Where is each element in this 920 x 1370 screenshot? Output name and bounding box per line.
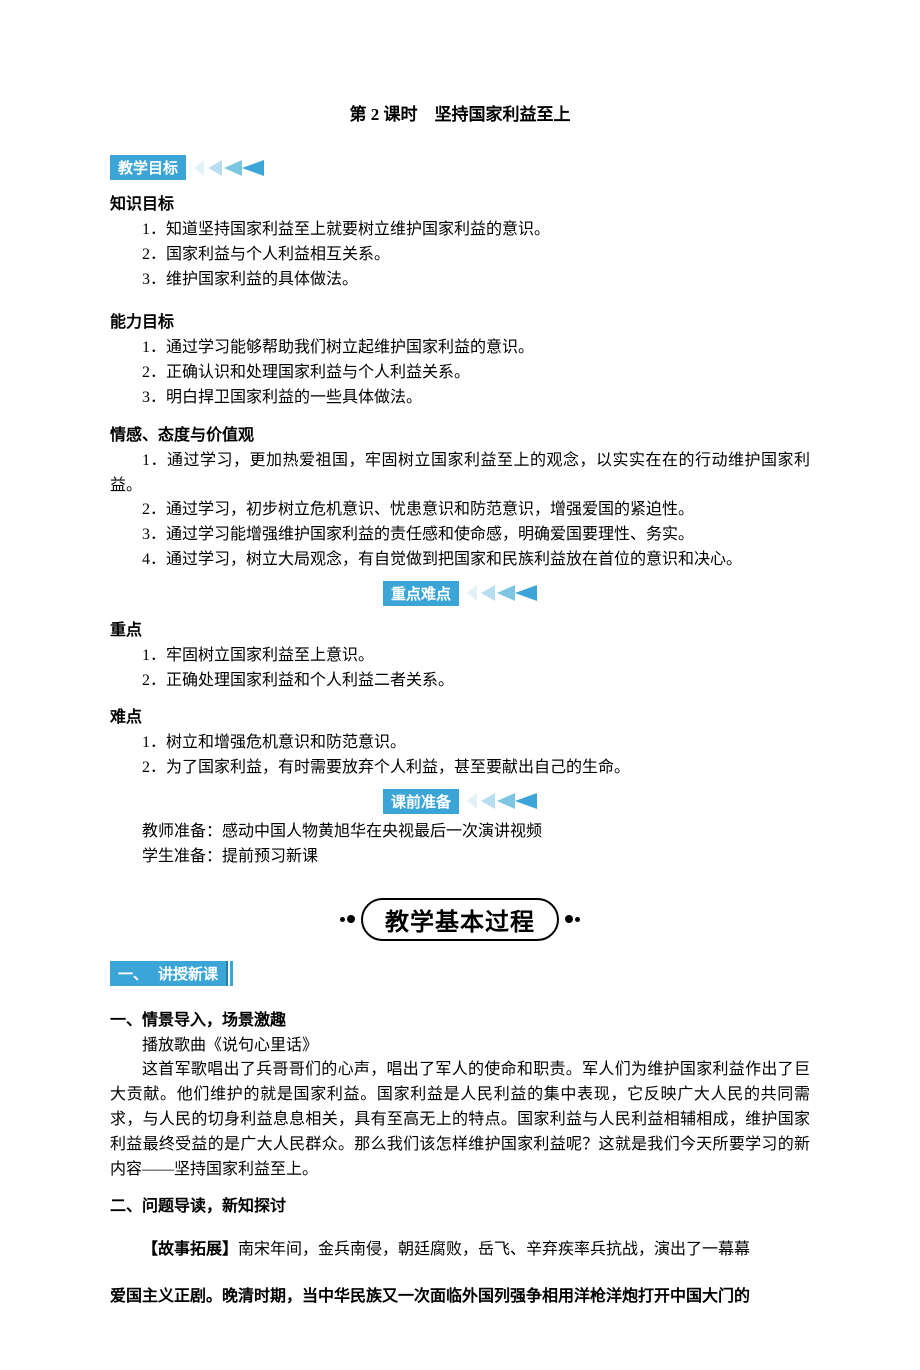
process-title-text: 教学基本过程 xyxy=(361,898,559,941)
knowledge-item: 3．维护国家利益的具体做法。 xyxy=(110,268,810,293)
section-header-prep: 课前准备 xyxy=(110,789,810,814)
prep-item: 学生准备：提前预习新课 xyxy=(110,845,810,870)
prep-item: 教师准备：感动中国人物黄旭华在央视最后一次演讲视频 xyxy=(110,820,810,845)
key-item: 2．正确处理国家利益和个人利益二者关系。 xyxy=(110,669,810,694)
story-text: 南宋年间，金兵南侵，朝廷腐败，岳飞、辛弃疾率兵抗战，演出了一幕幕 xyxy=(238,1241,750,1258)
heading-key-points: 重点 xyxy=(110,616,810,640)
attitude-item: 4．通过学习，树立大局观念，有自觉做到把国家和民族利益放在首位的意识和决心。 xyxy=(110,548,810,573)
ability-item: 1．通过学习能够帮助我们树立起维护国家利益的意识。 xyxy=(110,336,810,361)
chevron-left-icon xyxy=(463,583,537,603)
scene-paragraph: 播放歌曲《说句心里话》 xyxy=(110,1034,810,1059)
teaching-process-title: 教学基本过程 xyxy=(110,898,810,941)
dot-icon xyxy=(565,915,573,923)
dot-icon xyxy=(347,915,355,923)
lesson-title: 第 2 课时 坚持国家利益至上 xyxy=(110,100,810,125)
scene-paragraph: 这首军歌唱出了兵哥哥们的心声，唱出了军人的使命和职责。军人们为维护国家利益作出了… xyxy=(110,1058,810,1182)
chevron-left-icon xyxy=(190,158,264,178)
attitude-item: 3．通过学习能增强维护国家利益的责任感和使命感，明确爱国要理性、务实。 xyxy=(110,523,810,548)
attitude-item: 2．通过学习，初步树立危机意识、忧患意识和防范意识，增强爱国的紧迫性。 xyxy=(110,498,810,523)
lecture-label: 讲授新课 xyxy=(154,961,228,986)
knowledge-item: 1．知道坚持国家利益至上就要树立维护国家利益的意识。 xyxy=(110,218,810,243)
story-paragraph: 爱国主义正剧。晚清时期，当中华民族又一次面临外国列强争相用洋枪洋炮打开中国大门的 xyxy=(110,1285,810,1310)
diff-item: 1．树立和增强危机意识和防范意识。 xyxy=(110,731,810,756)
key-item: 1．牢固树立国家利益至上意识。 xyxy=(110,644,810,669)
dot-icon xyxy=(575,917,580,922)
section-header-goals: 教学目标 xyxy=(110,155,810,180)
section-header-keypoints: 重点难点 xyxy=(110,581,810,606)
badge-prep: 课前准备 xyxy=(383,789,459,814)
heading-difficulties: 难点 xyxy=(110,703,810,727)
heading-attitude-goals: 情感、态度与价值观 xyxy=(110,421,810,445)
attitude-item: 1．通过学习，更加热爱祖国，牢固树立国家利益至上的观念，以实实在在的行动维护国家… xyxy=(110,449,810,499)
lecture-section-badge: 一、 讲授新课 xyxy=(110,961,233,986)
heading-knowledge-goals: 知识目标 xyxy=(110,190,810,214)
story-label: 【故事拓展】 xyxy=(142,1241,238,1258)
ability-item: 2．正确认识和处理国家利益与个人利益关系。 xyxy=(110,361,810,386)
heading-explore: 二、问题导读，新知探讨 xyxy=(110,1192,810,1216)
badge-tail-icon xyxy=(230,961,233,986)
lecture-number: 一、 xyxy=(110,961,154,986)
dot-icon xyxy=(340,917,345,922)
heading-ability-goals: 能力目标 xyxy=(110,308,810,332)
diff-item: 2．为了国家利益，有时需要放弃个人利益，甚至要献出自己的生命。 xyxy=(110,756,810,781)
badge-keypoints: 重点难点 xyxy=(383,581,459,606)
chevron-left-icon xyxy=(463,791,537,811)
ability-item: 3．明白捍卫国家利益的一些具体做法。 xyxy=(110,386,810,411)
document-page: 第 2 课时 坚持国家利益至上 教学目标 知识目标 1．知道坚持国家利益至上就要… xyxy=(0,0,920,1370)
knowledge-item: 2．国家利益与个人利益相互关系。 xyxy=(110,243,810,268)
story-paragraph: 【故事拓展】南宋年间，金兵南侵，朝廷腐败，岳飞、辛弃疾率兵抗战，演出了一幕幕 xyxy=(110,1238,810,1263)
badge-goals: 教学目标 xyxy=(110,155,186,180)
heading-scene-intro: 一、情景导入，场景激趣 xyxy=(110,1006,810,1030)
